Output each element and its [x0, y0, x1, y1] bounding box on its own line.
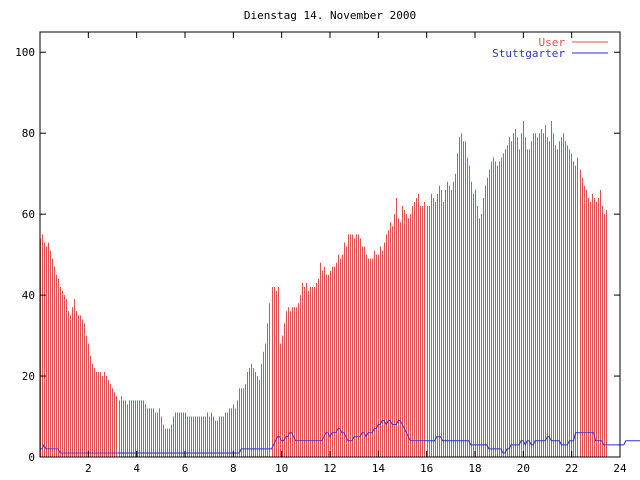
y-tick-label: 100 [15, 46, 35, 59]
x-tick-label: 20 [517, 462, 530, 475]
x-tick-label: 12 [323, 462, 336, 475]
x-tick-label: 4 [133, 462, 140, 475]
x-axis: 2 4 6 8 10 12 14 16 18 20 22 24 [85, 32, 627, 475]
y-tick-label: 0 [28, 451, 35, 464]
y-tick-label: 20 [22, 370, 35, 383]
user-impulse-series [40, 121, 607, 457]
x-tick-label: 14 [372, 462, 386, 475]
x-tick-label: 8 [230, 462, 237, 475]
y-tick-label: 60 [22, 208, 35, 221]
x-tick-label: 10 [275, 462, 288, 475]
legend-label-stuttgarter: Stuttgarter [492, 47, 565, 60]
y-axis: 0 20 40 60 80 100 [15, 46, 620, 464]
y-tick-label: 40 [22, 289, 35, 302]
x-tick-label: 16 [420, 462, 433, 475]
x-tick-label: 2 [85, 462, 92, 475]
y-tick-label: 80 [22, 127, 35, 140]
x-tick-label: 24 [613, 462, 627, 475]
stuttgarter-line-series [40, 420, 640, 454]
chart-title: Dienstag 14. November 2000 [244, 9, 416, 22]
x-tick-label: 6 [182, 462, 189, 475]
x-tick-label: 22 [565, 462, 578, 475]
legend: User Stuttgarter [492, 36, 608, 60]
x-tick-label: 18 [468, 462, 481, 475]
legend-label-user: User [539, 36, 566, 49]
stuttgarter-line [40, 420, 640, 454]
